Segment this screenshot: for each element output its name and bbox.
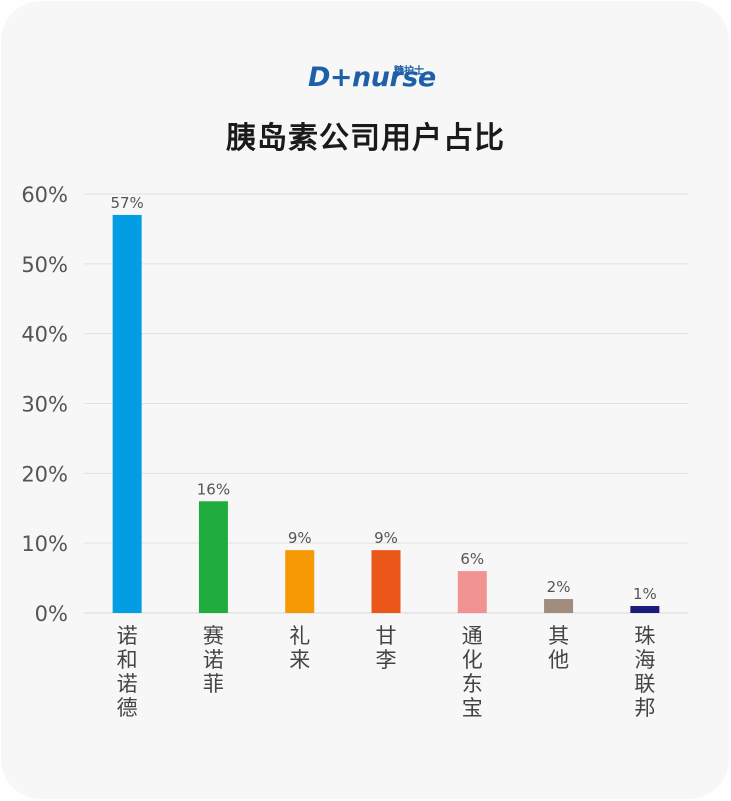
y-tick-label: 50% bbox=[21, 253, 68, 277]
data-label: 6% bbox=[460, 550, 484, 568]
bar bbox=[457, 571, 487, 613]
brand-wordmark: D+nurse bbox=[308, 62, 436, 93]
bar bbox=[630, 606, 660, 613]
y-tick-label: 20% bbox=[21, 462, 68, 486]
data-label: 16% bbox=[197, 480, 230, 498]
chart-title: 胰岛素公司用户占比 bbox=[226, 121, 505, 156]
y-tick-label: 10% bbox=[21, 532, 68, 556]
bar bbox=[285, 550, 315, 613]
category-label: 通化东宝 bbox=[462, 624, 483, 720]
category-label: 礼来 bbox=[289, 624, 310, 672]
category-label: 诺和诺德 bbox=[117, 624, 138, 720]
category-label: 赛诺菲 bbox=[203, 624, 224, 696]
data-label: 9% bbox=[288, 529, 312, 547]
bar bbox=[371, 550, 401, 613]
brand-logo: D+nurse 糖护士 bbox=[300, 60, 436, 96]
bar bbox=[112, 214, 142, 613]
data-label: 2% bbox=[547, 578, 571, 596]
y-tick-label: 30% bbox=[21, 393, 68, 417]
brand-tagline: 糖护士 bbox=[394, 66, 424, 77]
data-label: 1% bbox=[633, 585, 657, 603]
category-label: 珠海联邦 bbox=[634, 624, 655, 720]
category-label: 其他 bbox=[548, 624, 569, 672]
data-label: 9% bbox=[374, 529, 398, 547]
y-tick-label: 40% bbox=[21, 323, 68, 347]
y-tick-label: 60% bbox=[21, 183, 68, 207]
data-label: 57% bbox=[110, 194, 143, 212]
y-tick-label: 0% bbox=[35, 602, 68, 626]
bar bbox=[544, 599, 574, 613]
category-label: 甘李 bbox=[376, 624, 397, 672]
bar bbox=[198, 501, 228, 613]
